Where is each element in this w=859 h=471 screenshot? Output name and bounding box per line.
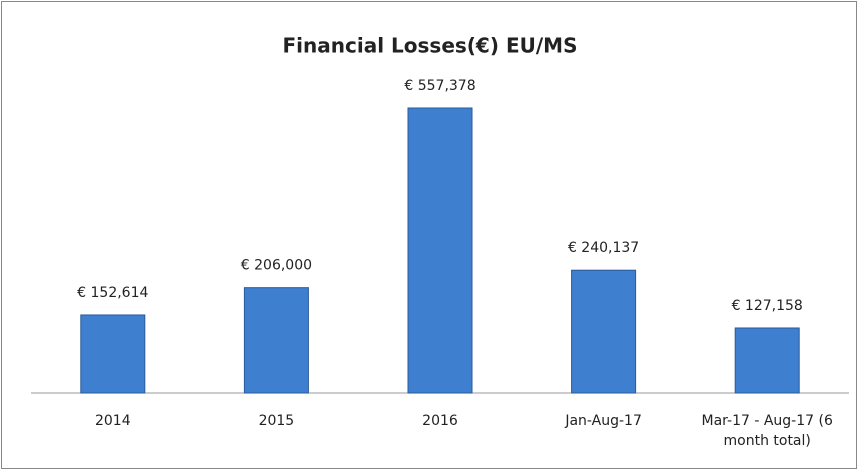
data-label: € 152,614: [77, 285, 148, 301]
data-label: € 240,137: [568, 240, 639, 256]
x-tick-label: 2015: [258, 413, 295, 429]
x-tick-label: 2016: [422, 413, 458, 429]
bar: [571, 269, 637, 394]
chart-title: Financial Losses(€) EU/MS: [283, 34, 578, 58]
bar: [734, 327, 800, 394]
x-tick-label: 2014: [94, 413, 131, 429]
x-tick-label: Mar-17 - Aug-17 (6 month total): [701, 413, 833, 449]
data-label: € 127,158: [732, 298, 803, 314]
x-tick-label: Jan-Aug-17: [565, 413, 642, 429]
data-label: € 557,378: [404, 78, 475, 94]
bar: [407, 107, 473, 394]
bar: [80, 314, 146, 394]
data-label: € 206,000: [241, 258, 312, 274]
bar: [243, 287, 309, 394]
